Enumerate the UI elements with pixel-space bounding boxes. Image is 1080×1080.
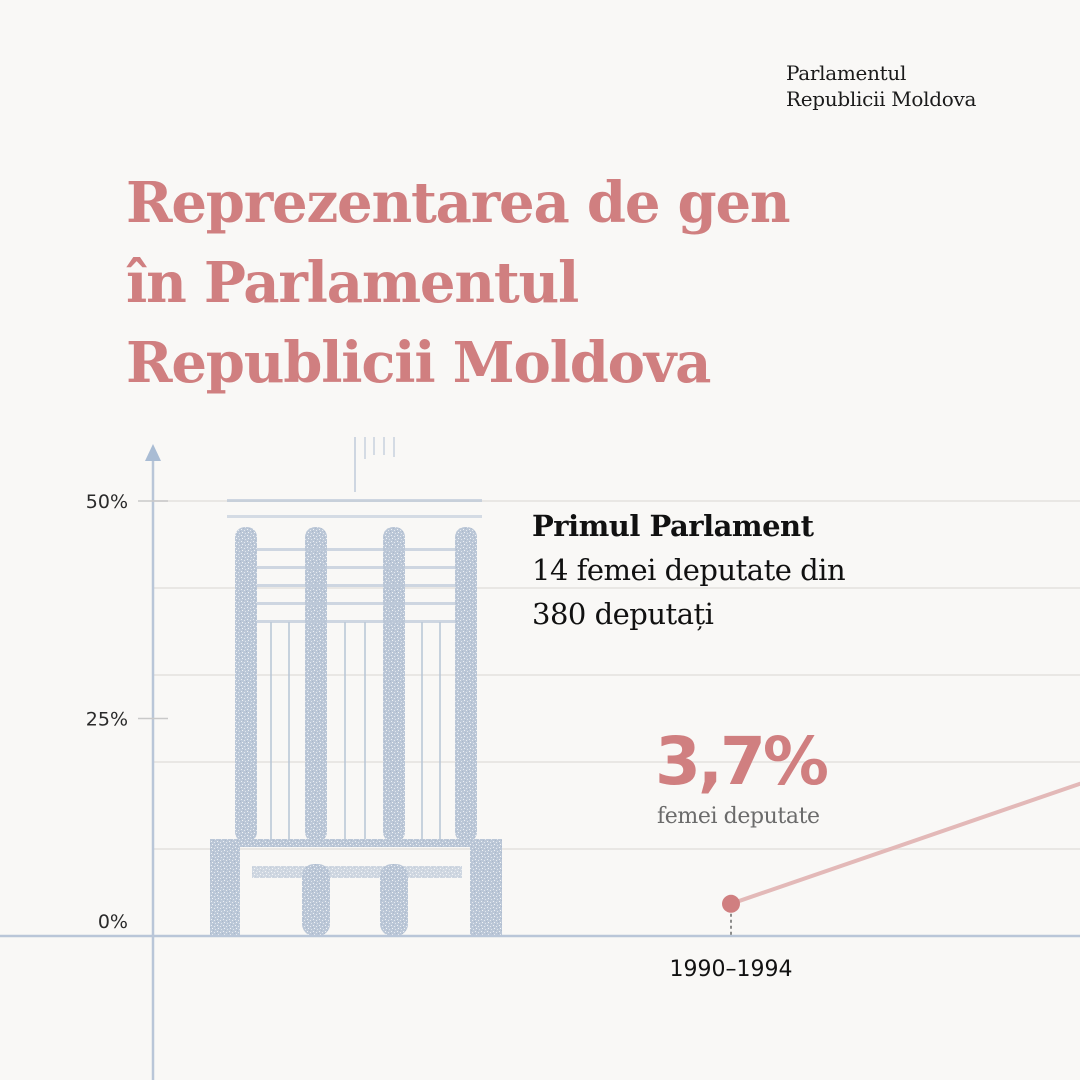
parliament-building-icon bbox=[210, 437, 502, 936]
title-line-3: Republicii Moldova bbox=[126, 330, 711, 396]
highlight-label: femei deputate bbox=[657, 804, 820, 829]
series-line bbox=[722, 781, 1080, 936]
title-line-1: Reprezentarea de gen bbox=[126, 170, 791, 236]
x-tick-label: 1990–1994 bbox=[670, 957, 793, 982]
highlight-value: 3,7% bbox=[655, 723, 829, 800]
annotation-heading: Primul Parlament bbox=[532, 509, 814, 543]
y-tick-label: 50% bbox=[86, 491, 128, 513]
title-line-2: în Parlamentul bbox=[126, 250, 579, 316]
brand-line-1: Parlamentul bbox=[786, 61, 907, 85]
y-axis-arrow-icon bbox=[145, 444, 161, 461]
annotation-line-2: 380 deputați bbox=[532, 597, 714, 631]
brand-logo-text: Parlamentul Republicii Moldova bbox=[786, 60, 976, 112]
annotation-box: Primul Parlament 14 femei deputate din 3… bbox=[532, 504, 846, 636]
series-segment bbox=[729, 781, 1080, 906]
y-ticks: 50% 25% 0% bbox=[86, 491, 168, 933]
y-tick-label: 0% bbox=[98, 911, 128, 933]
brand-line-2: Republicii Moldova bbox=[786, 87, 977, 111]
page-title: Reprezentarea de gen în Parlamentul Repu… bbox=[126, 163, 926, 403]
y-tick-label: 25% bbox=[86, 709, 128, 731]
data-point bbox=[722, 894, 740, 913]
x-labels: 1990–1994 bbox=[670, 957, 793, 982]
annotation-line-1: 14 femei deputate din bbox=[532, 553, 846, 587]
